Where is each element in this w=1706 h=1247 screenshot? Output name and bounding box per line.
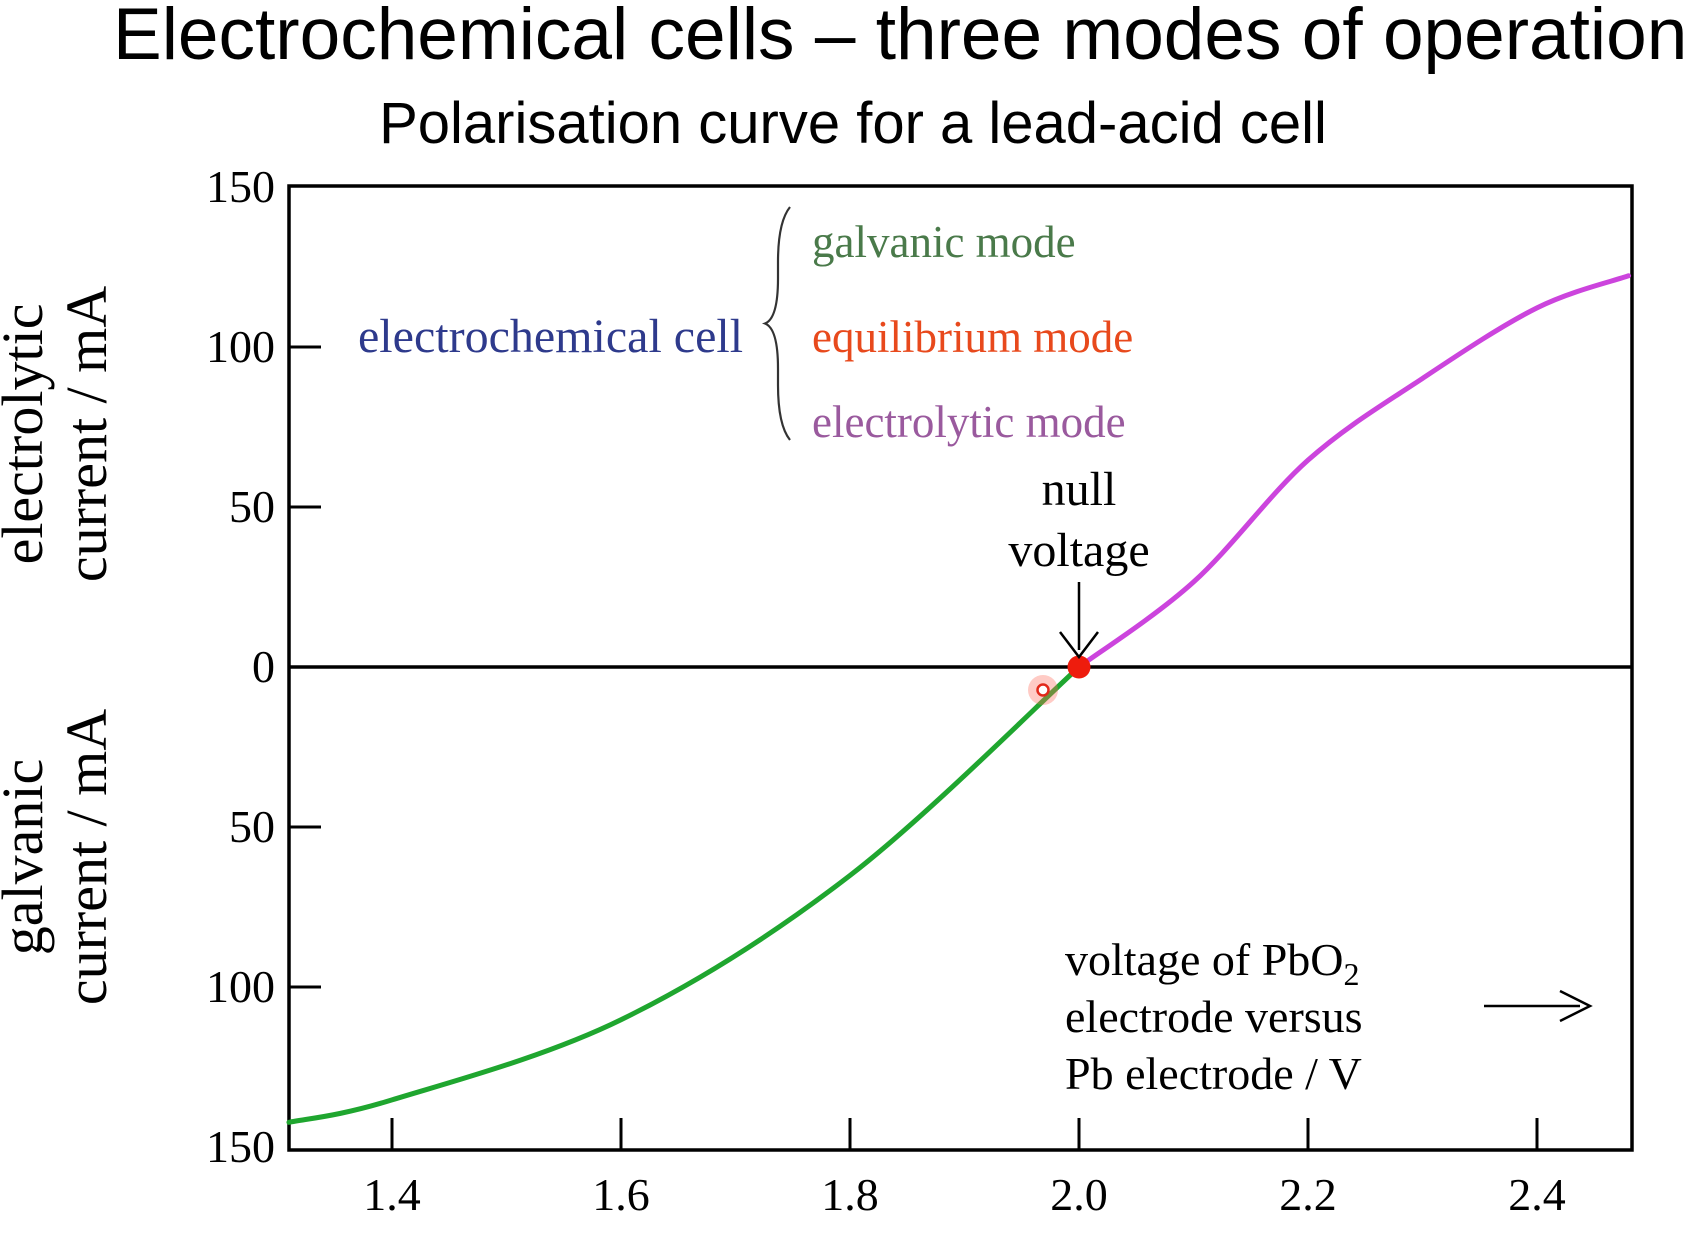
svg-text:50: 50 xyxy=(229,481,275,532)
svg-text:null: null xyxy=(1042,463,1117,516)
svg-text:equilibrium mode: equilibrium mode xyxy=(812,312,1133,362)
svg-text:150: 150 xyxy=(206,1121,275,1172)
svg-text:electrolytic mode: electrolytic mode xyxy=(812,397,1126,447)
svg-text:voltage: voltage xyxy=(1008,524,1149,577)
svg-text:electrolytic: electrolytic xyxy=(0,304,55,565)
svg-text:current / mA: current / mA xyxy=(54,709,119,1005)
svg-text:voltage of PbO2: voltage of PbO2 xyxy=(1065,934,1360,992)
svg-text:2.2: 2.2 xyxy=(1279,1169,1337,1220)
svg-text:100: 100 xyxy=(206,961,275,1012)
svg-text:galvanic: galvanic xyxy=(0,759,55,955)
svg-text:Pb electrode / V: Pb electrode / V xyxy=(1065,1048,1362,1099)
svg-text:1.8: 1.8 xyxy=(821,1169,879,1220)
svg-text:0: 0 xyxy=(252,641,275,692)
svg-text:50: 50 xyxy=(229,801,275,852)
svg-text:100: 100 xyxy=(206,321,275,372)
svg-text:150: 150 xyxy=(206,161,275,212)
svg-text:galvanic mode: galvanic mode xyxy=(812,217,1076,267)
svg-text:2.0: 2.0 xyxy=(1050,1169,1108,1220)
svg-text:1.4: 1.4 xyxy=(363,1169,421,1220)
svg-text:electrode versus: electrode versus xyxy=(1065,991,1363,1042)
svg-text:1.6: 1.6 xyxy=(592,1169,650,1220)
svg-text:2.4: 2.4 xyxy=(1508,1169,1566,1220)
svg-text:electrochemical cell: electrochemical cell xyxy=(358,310,743,363)
svg-text:current / mA: current / mA xyxy=(54,286,119,582)
